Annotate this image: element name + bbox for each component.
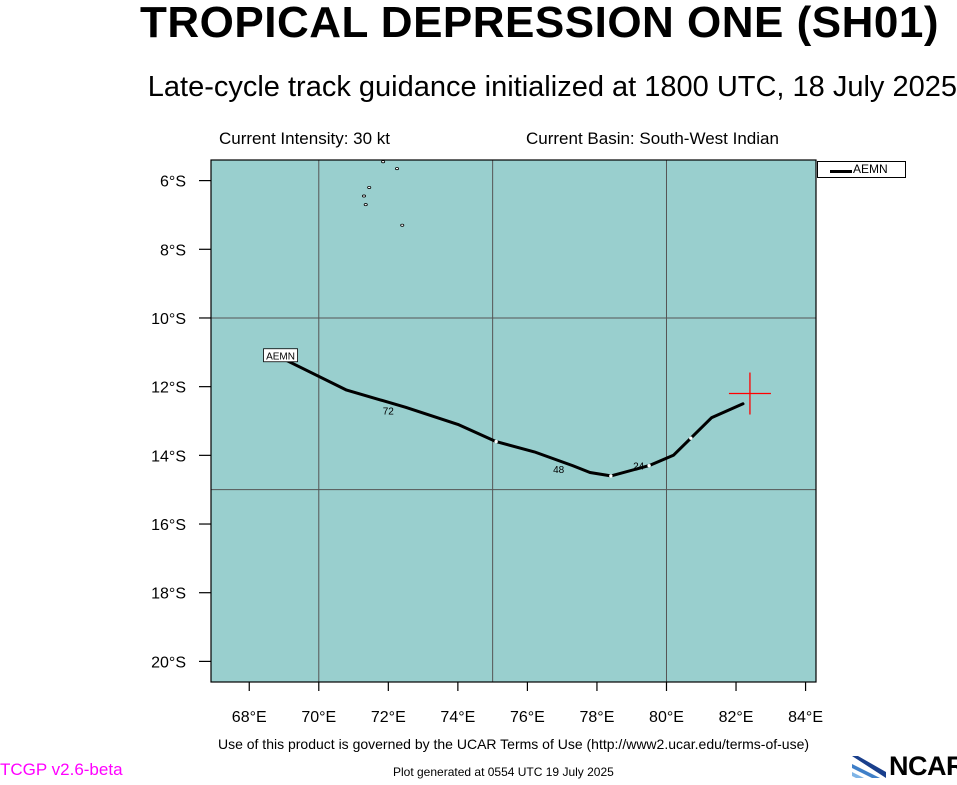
y-tick-label: 14°S <box>151 448 186 465</box>
island <box>361 194 366 198</box>
y-tick-label: 10°S <box>151 311 186 328</box>
terms-of-use: Use of this product is governed by the U… <box>217 736 810 752</box>
island <box>400 223 405 227</box>
chart-subtitle: Late-cycle track guidance initialized at… <box>147 71 957 103</box>
x-tick-label: 82°E <box>719 709 754 726</box>
track-time-marker <box>689 436 693 440</box>
version-label: TCGP v2.6-beta <box>0 760 123 779</box>
y-tick-label: 20°S <box>151 654 186 671</box>
x-tick-label: 72°E <box>371 709 406 726</box>
x-tick-label: 80°E <box>649 709 684 726</box>
legend: AEMN <box>817 161 906 178</box>
island <box>381 160 386 164</box>
x-tick-label: 78°E <box>580 709 615 726</box>
island <box>395 167 400 171</box>
map-frame <box>210 159 817 683</box>
ncar-logo: NCAR <box>850 750 957 780</box>
track-line-aemn <box>282 357 745 478</box>
chart-title: TROPICAL DEPRESSION ONE (SH01) <box>140 0 939 47</box>
track-time-marker <box>494 439 498 444</box>
islands <box>361 160 405 227</box>
ncar-logo-icon <box>852 756 886 778</box>
track-time-marker <box>609 474 613 478</box>
current-intensity: Current Intensity: 30 kt <box>219 129 391 148</box>
y-tick-label: 18°S <box>151 586 186 603</box>
track-end-label: AEMN <box>266 351 295 362</box>
generated-timestamp: Plot generated at 0554 UTC 19 July 2025 <box>393 765 614 779</box>
ocean-area <box>211 160 816 682</box>
track-end-label-box <box>263 348 298 363</box>
y-tick-label: 12°S <box>151 380 186 397</box>
forecast-hour-label: 24 <box>633 462 645 473</box>
track-time-marker <box>647 463 651 468</box>
x-tick-label: 84°E <box>788 709 823 726</box>
legend-label-aemn: AEMN <box>853 162 888 176</box>
y-tick-label: 16°S <box>151 517 186 534</box>
y-tick-label: 8°S <box>160 242 186 259</box>
x-tick-label: 68°E <box>232 709 267 726</box>
legend-swatch-aemn <box>830 170 852 173</box>
forecast-hour-label: 48 <box>553 465 565 476</box>
axis-ticks: 68°E 70°E 72°E 74°E 76°E 78°E 80°E 82°E 84°E 6°S 8… <box>151 174 823 726</box>
island <box>363 203 368 207</box>
x-tick-label: 76°E <box>510 709 545 726</box>
current-basin: Current Basin: South-West Indian <box>526 129 779 148</box>
track-layer: 24 48 72 AEMN <box>263 348 771 478</box>
x-tick-label: 74°E <box>440 709 475 726</box>
x-tick-label: 70°E <box>301 709 336 726</box>
ncar-logo-text: NCAR <box>889 751 957 781</box>
forecast-hour-label: 72 <box>383 407 395 418</box>
island <box>367 185 372 189</box>
grid-lines <box>211 160 816 682</box>
y-tick-label: 6°S <box>160 174 186 191</box>
